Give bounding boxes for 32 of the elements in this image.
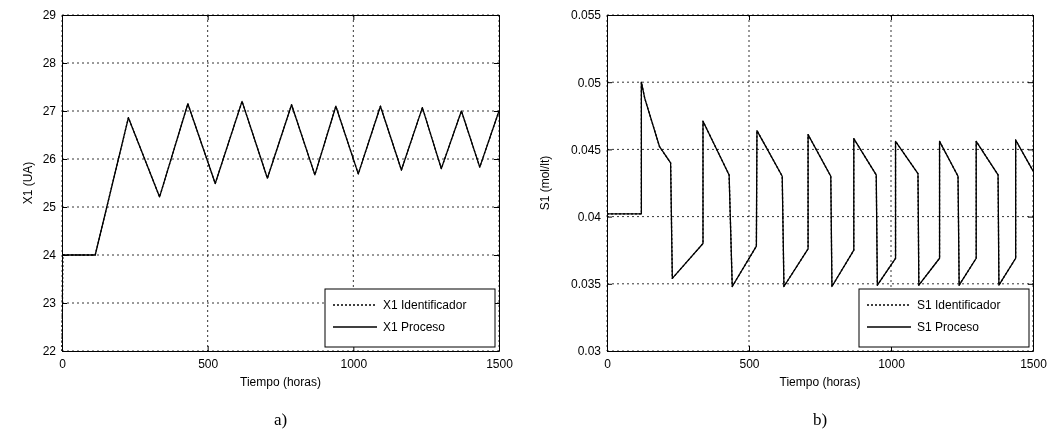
y-tick-label: 28 — [42, 56, 57, 71]
y-tick-label: 25 — [42, 200, 57, 215]
x-axis-title: Tiempo (horas) — [779, 375, 861, 389]
legend-label: X1 Proceso — [383, 320, 446, 334]
x-tick-label: 500 — [739, 356, 760, 371]
x-tick-label: 0 — [604, 356, 612, 371]
y-tick-label: 0.035 — [570, 277, 602, 292]
y-tick-label: 0.05 — [577, 75, 602, 90]
legend-label: S1 Identificador — [917, 298, 1001, 312]
legend-label: S1 Proceso — [917, 320, 980, 334]
y-tick-label: 27 — [42, 104, 57, 119]
y-tick-label: 24 — [42, 248, 57, 263]
y-tick-label: 0.055 — [570, 8, 602, 23]
x-tick-label: 1500 — [486, 356, 514, 371]
y-axis-title: S1 (mol/lt) — [538, 155, 552, 211]
y-tick-label: 26 — [42, 152, 57, 167]
x-tick-label: 500 — [198, 356, 219, 371]
x-tick-label: 1500 — [1020, 356, 1048, 371]
y-tick-label: 23 — [42, 296, 57, 311]
y-tick-label: 0.045 — [570, 142, 602, 157]
text: b) — [812, 410, 828, 429]
x-axis-title: Tiempo (horas) — [240, 375, 321, 389]
x-tick-label: 1000 — [340, 356, 368, 371]
y-tick-label: 29 — [42, 8, 57, 23]
x-tick-label: 1000 — [878, 356, 906, 371]
text: a) — [273, 410, 288, 429]
y-axis-title: X1 (UA) — [21, 161, 35, 205]
x-tick-label: 0 — [59, 356, 67, 371]
y-tick-label: 22 — [42, 344, 57, 359]
legend-label: X1 Identificador — [383, 298, 467, 312]
y-tick-label: 0.04 — [577, 209, 602, 224]
y-tick-label: 0.03 — [577, 344, 602, 359]
